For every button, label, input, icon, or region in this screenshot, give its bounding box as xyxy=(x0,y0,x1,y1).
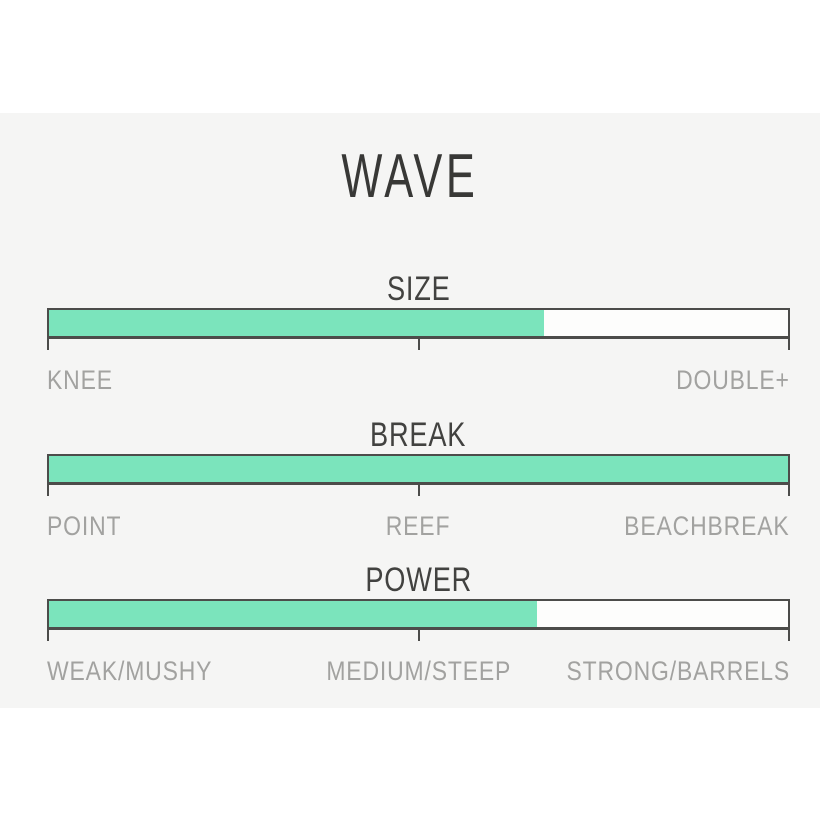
page-title-text: WAVE xyxy=(341,142,479,211)
gauge-break-title: BREAK xyxy=(47,418,790,452)
gauge-power-label-max: STRONG/BARRELS xyxy=(566,656,790,686)
gauge-power-bar-track xyxy=(47,599,790,630)
gauge-power-title-text: POWER xyxy=(365,561,472,599)
tick-left xyxy=(47,630,49,641)
gauge-power-bar-fill xyxy=(49,601,537,627)
gauge-size-label-max: DOUBLE+ xyxy=(676,365,790,395)
gauge-power-label-min: WEAK/MUSHY xyxy=(47,656,213,686)
gauge-break-bar-fill xyxy=(49,456,788,482)
gauge-size-label-min: KNEE xyxy=(47,365,113,395)
gauge-size-bar-track xyxy=(47,308,790,339)
gauge-break-title-text: BREAK xyxy=(370,416,467,454)
tick-center xyxy=(417,630,420,641)
gauge-power-ticks xyxy=(47,630,790,641)
gauge-size-ticks xyxy=(47,339,790,350)
gauge-power-range-labels: WEAK/MUSHY MEDIUM/STEEP STRONG/BARRELS xyxy=(47,657,790,685)
gauge-power-section: POWER WEAK/MUSHY MEDIUM/STEEP STRONG/BAR… xyxy=(47,563,790,685)
wave-info-panel: WAVE SIZE KNEE DOUBLE+ BREAK xyxy=(0,113,820,708)
gauge-size-section: SIZE KNEE DOUBLE+ xyxy=(47,272,790,394)
tick-right xyxy=(788,630,790,641)
tick-right xyxy=(788,485,790,496)
gauge-break-bar-track xyxy=(47,454,790,485)
gauge-size-title-text: SIZE xyxy=(386,270,451,308)
gauge-power-label-mid: MEDIUM/STEEP xyxy=(326,656,511,686)
gauge-break-label-mid: REEF xyxy=(386,511,451,541)
tick-left xyxy=(47,339,49,350)
tick-center xyxy=(417,485,420,496)
gauge-size-title: SIZE xyxy=(47,272,790,306)
page-title: WAVE xyxy=(0,140,820,214)
gauge-size-bar-fill xyxy=(49,310,545,336)
gauge-break-label-max: BEACHBREAK xyxy=(624,511,790,541)
gauge-break-section: BREAK POINT REEF BEACHBREAK xyxy=(47,418,790,540)
tick-right xyxy=(788,339,790,350)
gauge-break-label-min: POINT xyxy=(47,511,122,541)
gauge-break-ticks xyxy=(47,485,790,496)
tick-left xyxy=(47,485,49,496)
gauge-break-range-labels: POINT REEF BEACHBREAK xyxy=(47,512,790,540)
gauge-power-title: POWER xyxy=(47,563,790,597)
tick-center xyxy=(417,339,420,350)
gauge-size-range-labels: KNEE DOUBLE+ xyxy=(47,366,790,394)
